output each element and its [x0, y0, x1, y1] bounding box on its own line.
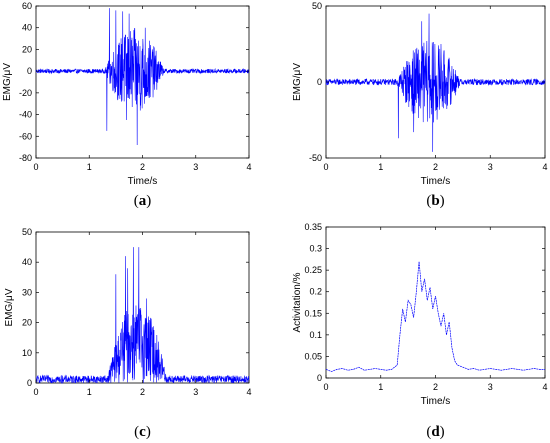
- x-tick-label: 4: [246, 387, 251, 397]
- panel-d: 0 1 2 3 4 0 0.05 0.1 0.15 0.2 0.25 0.3 0.35 Time/s Act…: [292, 222, 548, 440]
- plot-frame: [325, 226, 546, 379]
- panel-label: (d): [426, 424, 444, 440]
- y-tick-label: -60: [19, 131, 32, 141]
- panel-label: (b): [426, 193, 444, 209]
- y-tick-label: 0.35: [304, 222, 322, 232]
- y-tick-label: 0: [27, 378, 32, 388]
- y-axis-label: Activitation/%: [292, 272, 303, 332]
- series-line: [325, 261, 545, 372]
- x-tick-label: 0: [33, 162, 38, 172]
- y-tick-label: 10: [22, 348, 32, 358]
- x-axis-label: Time/s: [421, 176, 451, 187]
- x-tick-label: 2: [140, 162, 145, 172]
- x-tick-label: 4: [542, 382, 547, 392]
- x-tick-label: 0: [323, 162, 328, 172]
- y-tick-label: 0: [317, 373, 322, 383]
- y-tick-label: 0: [317, 77, 322, 87]
- panel-a: 0 1 2 3 4 -80 -60 -40 -20 0 20 40 60 Time/s EMG/μV (a): [2, 1, 252, 209]
- x-tick-label: 0: [323, 382, 328, 392]
- y-tick-label: 0: [27, 66, 32, 76]
- y-tick-label: 40: [22, 257, 32, 267]
- x-tick-label: 1: [87, 387, 92, 397]
- y-tick-label: 50: [22, 227, 32, 237]
- y-tick-label: 40: [22, 23, 32, 33]
- x-tick-label: 2: [140, 387, 145, 397]
- y-tick-label: 30: [22, 287, 32, 297]
- x-tick-label: 3: [193, 387, 198, 397]
- y-tick-label: 50: [312, 1, 322, 11]
- x-tick-label: 3: [193, 162, 198, 172]
- panel-label: (a): [134, 193, 152, 209]
- panel-label: (c): [134, 424, 151, 440]
- y-tick-label: 0.2: [309, 287, 322, 297]
- y-tick-label: -50: [309, 153, 322, 163]
- y-axis-label: EMG/μV: [2, 63, 13, 101]
- x-tick-label: 2: [433, 382, 438, 392]
- y-axis-label: EMG/μV: [292, 63, 303, 101]
- y-tick-label: 0.05: [304, 351, 322, 361]
- x-tick-label: 3: [488, 382, 493, 392]
- x-tick-label: 1: [378, 162, 383, 172]
- y-tick-label: -80: [19, 153, 32, 163]
- y-tick-label: 0.1: [309, 330, 322, 340]
- x-tick-label: 2: [433, 162, 438, 172]
- plot-frame: [35, 231, 250, 384]
- y-axis-label: EMG/μV: [4, 288, 15, 326]
- x-axis-label: Time/s: [128, 176, 158, 187]
- x-tick-label: 0: [33, 387, 38, 397]
- y-tick-label: 20: [22, 318, 32, 328]
- series-line: [35, 247, 250, 384]
- y-tick-label: -40: [19, 110, 32, 120]
- y-tick-label: 60: [22, 1, 32, 11]
- y-tick-label: 0.15: [304, 308, 322, 318]
- series-line: [325, 13, 546, 152]
- x-tick-label: 1: [87, 162, 92, 172]
- y-tick-label: 0.25: [304, 265, 322, 275]
- y-tick-label: 20: [22, 44, 32, 54]
- x-tick-label: 4: [542, 162, 547, 172]
- y-tick-label: -20: [19, 88, 32, 98]
- x-axis-label: Time/s: [421, 396, 451, 407]
- y-tick-label: 0.3: [309, 244, 322, 254]
- x-tick-label: 4: [246, 162, 251, 172]
- series-line: [35, 8, 250, 145]
- x-tick-label: 3: [488, 162, 493, 172]
- x-tick-label: 1: [378, 382, 383, 392]
